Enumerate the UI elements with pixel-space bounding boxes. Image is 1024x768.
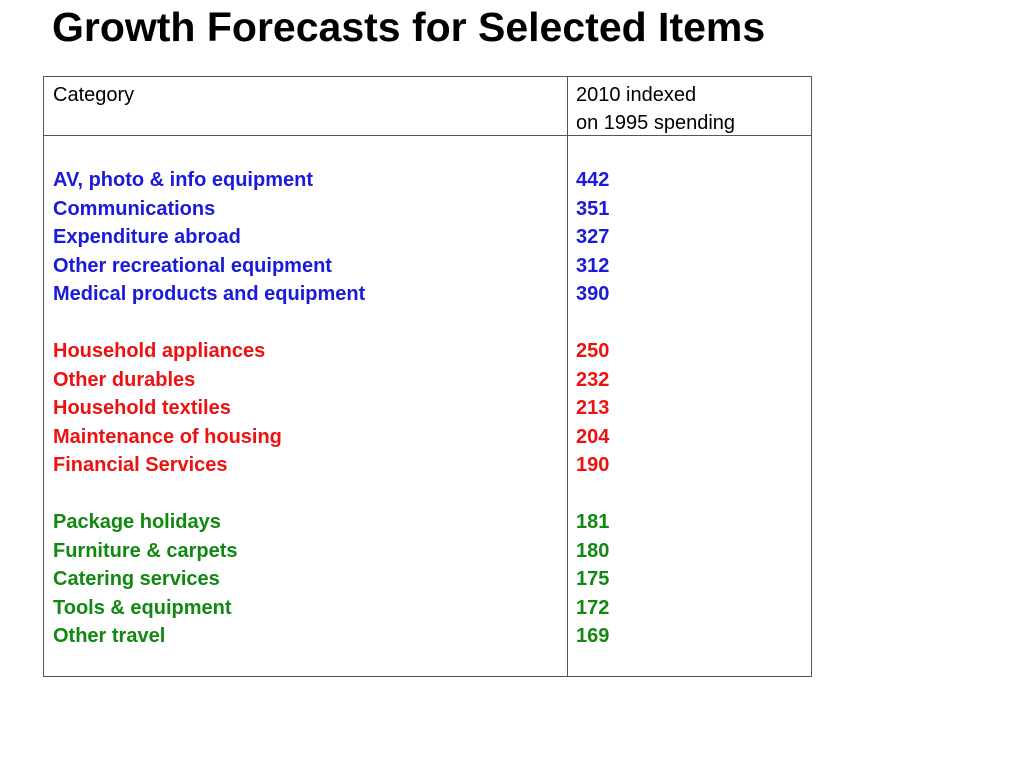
category-cell: Other recreational equipment — [53, 254, 332, 277]
category-cell: Financial Services — [53, 454, 228, 476]
header-divider — [44, 135, 811, 136]
category-cell: Tools & equipment — [53, 596, 232, 619]
value-cell: 172 — [576, 596, 610, 619]
category-group-2: Household appliances Other durables Hous… — [53, 337, 558, 480]
category-cell: Expenditure abroad — [53, 226, 241, 248]
category-cell: Household textiles — [53, 397, 231, 419]
value-group-3: 181 180 175 172 169 — [576, 508, 796, 651]
value-column: 442 351 327 312 390 250 232 213 204 190 … — [576, 166, 796, 679]
value-cell: 390 — [576, 283, 610, 305]
value-cell: 232 — [576, 368, 610, 391]
value-group-2: 250 232 213 204 190 — [576, 337, 796, 480]
value-cell: 327 — [576, 226, 610, 248]
category-cell: Maintenance of housing — [53, 425, 282, 448]
header-category: Category — [53, 84, 135, 106]
value-cell: 169 — [576, 625, 610, 647]
category-cell: Catering services — [53, 568, 220, 590]
category-cell: Other travel — [53, 625, 166, 647]
category-column: AV, photo & info equipment Communication… — [53, 166, 558, 679]
value-cell: 180 — [576, 539, 610, 562]
category-group-1: AV, photo & info equipment Communication… — [53, 166, 558, 309]
value-group-1: 442 351 327 312 390 — [576, 166, 796, 309]
header-value-line1: 2010 indexed — [576, 84, 697, 106]
value-cell: 181 — [576, 511, 610, 533]
value-cell: 312 — [576, 254, 610, 277]
category-cell: AV, photo & info equipment — [53, 169, 313, 191]
category-cell: Communications — [53, 197, 216, 220]
category-cell: Household appliances — [53, 340, 266, 362]
value-cell: 351 — [576, 197, 610, 220]
value-cell: 190 — [576, 454, 610, 476]
value-cell: 442 — [576, 169, 610, 191]
category-cell: Furniture & carpets — [53, 539, 238, 562]
category-group-3: Package holidays Furniture & carpets Cat… — [53, 508, 558, 651]
category-cell: Other durables — [53, 368, 196, 391]
header-value: 2010 indexed on 1995 spending — [576, 81, 735, 137]
column-divider — [567, 77, 568, 676]
value-cell: 175 — [576, 568, 610, 590]
value-cell: 204 — [576, 425, 610, 448]
value-cell: 250 — [576, 340, 610, 362]
category-cell: Medical products and equipment — [53, 283, 366, 305]
category-cell: Package holidays — [53, 511, 221, 533]
value-cell: 213 — [576, 397, 610, 419]
page-title: Growth Forecasts for Selected Items — [52, 4, 766, 50]
header-value-line2: on 1995 spending — [576, 112, 736, 134]
forecast-table: Category 2010 indexed on 1995 spending A… — [43, 76, 812, 677]
